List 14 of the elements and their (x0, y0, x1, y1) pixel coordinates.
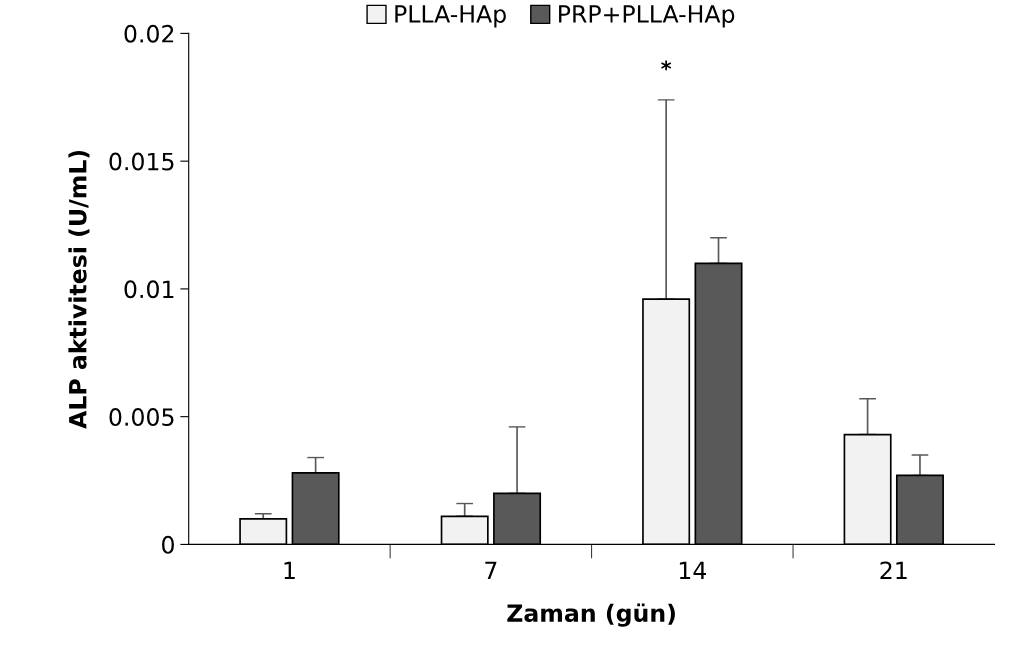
legend-label: PRP+PLLA-HAp (559, 5, 735, 28)
y-tick-label: 0.015 (109, 152, 174, 171)
x-tick-label: 21 (880, 561, 907, 580)
x-tick-label: 1 (284, 561, 295, 580)
legend-label: PLLA-HAp (395, 5, 506, 28)
x-axis-title: Zaman (gün) (507, 603, 675, 627)
y-tick-label: 0.01 (124, 280, 174, 299)
y-tick-label: 0.005 (109, 408, 174, 426)
x-tick-label: 7 (485, 561, 497, 580)
y-tick-label: 0.02 (124, 24, 174, 43)
annotation: * (661, 60, 672, 71)
x-tick-label: 14 (679, 561, 707, 580)
y-tick-label: 0 (162, 535, 174, 554)
y-axis-title: ALP aktivitesi (U/mL) (68, 150, 90, 429)
